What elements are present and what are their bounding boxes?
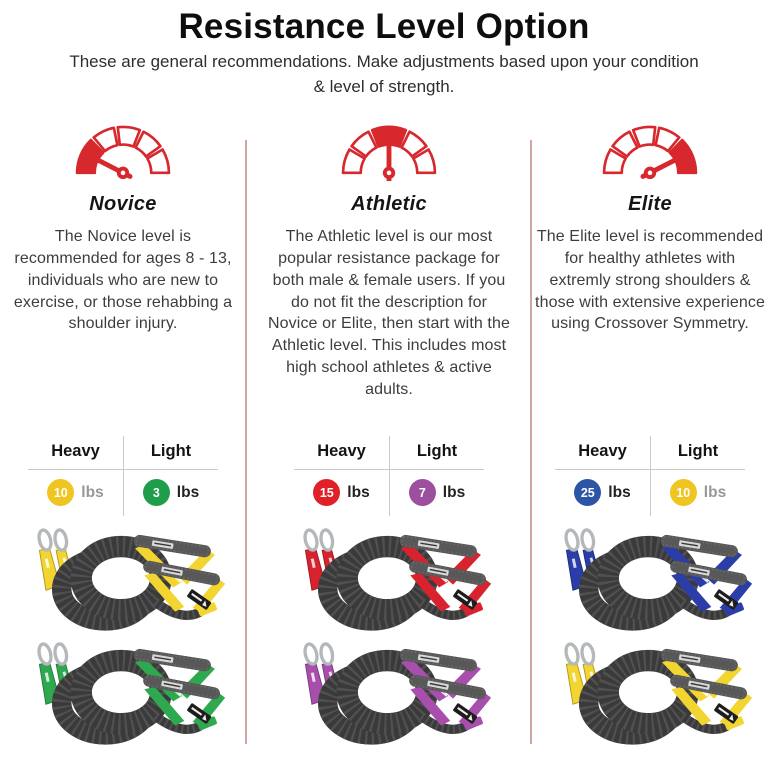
weight-table: Heavy Light 15 lbs 7 lbs [294,436,484,517]
level-name: Elite [628,193,672,216]
level-name: Novice [89,193,157,216]
column-athletic: Athletic The Athletic level is our most … [246,107,532,746]
column-divider-right [530,140,532,744]
gauge-low-icon [0,117,246,181]
column-elite: Elite The Elite level is recommended for… [532,107,768,746]
weight-header-light: Light [650,436,745,471]
weight-header-heavy: Heavy [28,436,123,471]
column-novice: Novice The Novice level is recommended f… [0,107,246,746]
weight-header-heavy: Heavy [555,436,650,471]
light-weight-badge: 7 [408,479,436,507]
product-photo-heavy-band [16,528,230,632]
product-photo-light-band [543,642,757,746]
level-name: Athletic [351,193,427,216]
light-weight-unit: lbs [176,483,200,501]
light-weight-badge: 3 [142,479,170,507]
product-photos [532,528,768,746]
product-photo-light-band [282,642,496,746]
column-divider-left [245,140,247,744]
weight-header-light: Light [389,436,484,471]
light-weight-unit: lbs [703,483,727,501]
light-weight-cell: 7 lbs [389,470,484,517]
weight-header-heavy: Heavy [294,436,389,471]
light-weight-unit: lbs [442,483,466,501]
product-photos [0,528,246,746]
level-columns: Novice The Novice level is recommended f… [0,107,768,746]
weight-table: Heavy Light 10 lbs 3 lbs [28,436,218,517]
product-photos [246,528,532,746]
heavy-weight-badge: 15 [313,479,341,507]
heavy-weight-cell: 10 lbs [28,470,123,516]
heavy-weight-unit: lbs [347,483,370,501]
weight-header-light: Light [123,436,218,471]
page-title: Resistance Level Option [178,7,590,46]
heavy-weight-unit: lbs [81,483,104,501]
gauge-high-icon [532,117,768,181]
heavy-weight-badge: 25 [574,479,602,507]
heavy-weight-badge: 10 [47,479,75,507]
product-photo-heavy-band [282,528,496,632]
gauge-mid-icon [246,117,532,182]
page-subtitle: These are general recommendations. Make … [69,52,699,96]
heavy-weight-cell: 15 lbs [294,470,389,516]
light-weight-cell: 10 lbs [650,470,745,517]
heavy-weight-unit: lbs [608,483,631,501]
heavy-weight-cell: 25 lbs [555,470,650,516]
product-photo-heavy-band [543,528,757,632]
light-weight-cell: 3 lbs [123,470,218,517]
level-description: The Novice level is recommended for ages… [13,228,233,333]
light-weight-badge: 10 [669,479,697,507]
product-photo-light-band [16,642,230,746]
weight-table: Heavy Light 25 lbs 10 lbs [555,436,745,517]
level-description: The Elite level is recommended for healt… [535,228,765,333]
level-description: The Athletic level is our most popular r… [268,228,510,398]
